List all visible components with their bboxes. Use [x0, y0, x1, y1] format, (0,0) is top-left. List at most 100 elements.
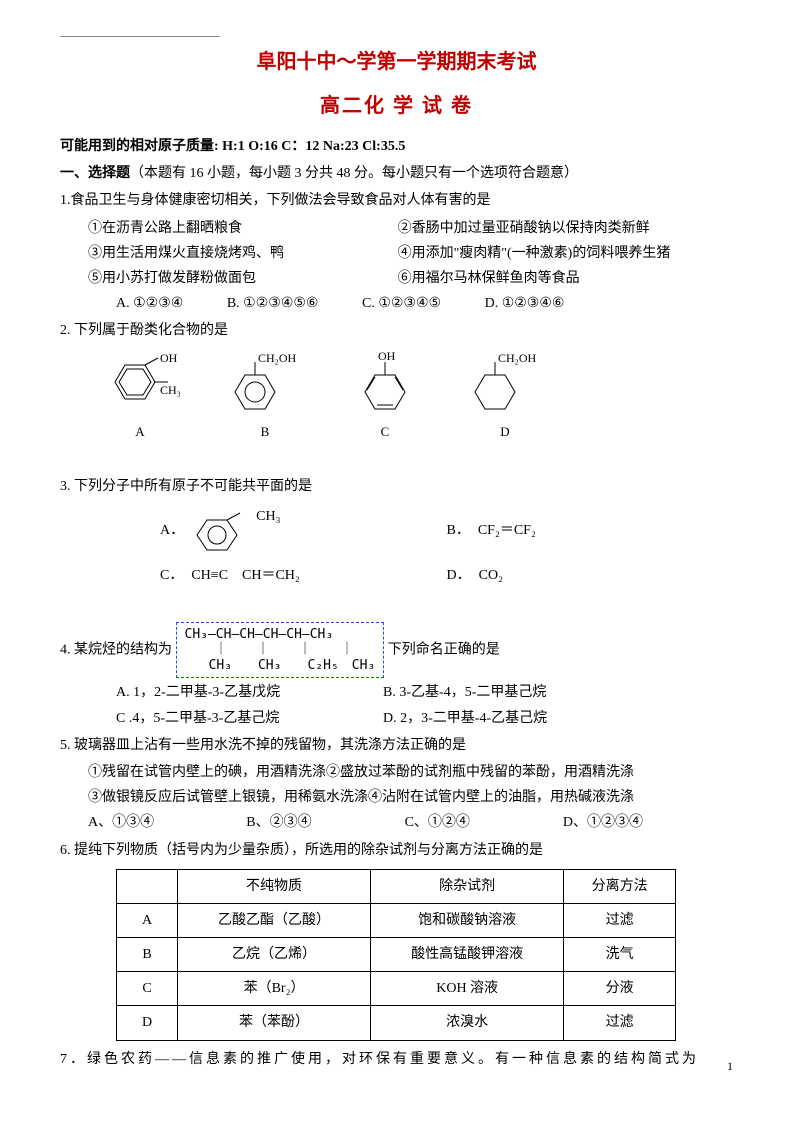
- q6-h3: 分离方法: [564, 869, 676, 903]
- q1-items: ①在沥青公路上翻晒粮食②香肠中加过量亚硝酸钠以保持肉类新鲜 ③用生活用煤火直接烧…: [60, 216, 733, 292]
- q2-figures: OH CH₃ A CH₂OH B OH C CH₂OH D: [60, 350, 733, 443]
- q4-a: A. 1，2-二甲基-3-乙基戊烷: [60, 680, 383, 705]
- q2-label-d: D: [460, 420, 550, 443]
- table-row: B 乙烷（乙烯） 酸性高锰酸钾溶液 洗气: [117, 938, 676, 972]
- table-header-row: 不纯物质 除杂试剂 分离方法: [117, 869, 676, 903]
- q6-table: 不纯物质 除杂试剂 分离方法 A 乙酸乙酯（乙酸） 饱和碳酸钠溶液 过滤 B 乙…: [116, 869, 676, 1041]
- q6-r0-k: A: [117, 903, 178, 937]
- svg-text:CH₂OH: CH₂OH: [498, 351, 537, 365]
- svg-text:OH: OH: [160, 351, 178, 365]
- q6-r2-c3: 分液: [564, 972, 676, 1006]
- svg-text:CH₂OH: CH₂OH: [258, 351, 297, 365]
- q4-d: D. 2，3-二甲基-4-乙基己烷: [383, 711, 547, 726]
- q7-stem: 7．绿色农药——信息素的推广使用，对环保有重要意义。有一种信息素的结构简式为: [60, 1047, 733, 1072]
- exam-title: 阜阳十中～学第一学期期末考试: [60, 44, 733, 80]
- q6-r1-c3: 洗气: [564, 938, 676, 972]
- q1-stem: 1.食品卫生与身体健康密切相关，下列做法会导致食品对人体有害的是: [60, 188, 733, 213]
- table-row: C 苯（Br₂） KOH 溶液 分液: [117, 972, 676, 1006]
- q5-i2: ③做银镜反应后试管壁上银镜，用稀氨水洗涤④沾附在试管内壁上的油脂，用热碱液洗涤: [60, 785, 733, 810]
- q3-a-text: CH₃: [256, 504, 280, 529]
- q1-options: A. ①②③④ B. ①②③④⑤⑥ C. ①②③④⑤ D. ①②③④⑥: [60, 291, 733, 316]
- q4-options: A. 1，2-二甲基-3-乙基戊烷B. 3-乙基-4，5-二甲基己烷 C .4，…: [60, 680, 733, 730]
- q1-d: D. ①②③④⑥: [485, 291, 565, 316]
- q3-c: C． CH≡C CH＝CH₂: [160, 563, 447, 588]
- q6-r3-c2: 浓溴水: [371, 1006, 564, 1040]
- table-row: A 乙酸乙酯（乙酸） 饱和碳酸钠溶液 过滤: [117, 903, 676, 937]
- q5-a: A、①③④: [88, 810, 243, 835]
- table-row: D 苯（苯酚） 浓溴水 过滤: [117, 1006, 676, 1040]
- q1-i5: ⑤用小苏打做发酵粉做面包: [88, 266, 398, 291]
- q6-h0: [117, 869, 178, 903]
- q2-fig-a: OH CH₃ A: [100, 350, 180, 443]
- q4-struct-top: CH₃—CH—CH—CH—CH—CH₃: [185, 627, 376, 643]
- q6-r1-c2: 酸性高锰酸钾溶液: [371, 938, 564, 972]
- q5-d: D、①②③④: [563, 810, 718, 835]
- q3-a-label: A．: [160, 518, 184, 543]
- q6-r2-c2: KOH 溶液: [371, 972, 564, 1006]
- q3-c-label: C．: [160, 563, 183, 588]
- q1-i3: ③用生活用煤火直接烧烤鸡、鸭: [88, 241, 398, 266]
- q6-h1: 不纯物质: [178, 869, 371, 903]
- q3-a: A． CH₃: [160, 505, 447, 555]
- q5-i1: ①残留在试管内壁上的碘，用酒精洗涤②盛放过苯酚的试剂瓶中残留的苯酚，用酒精洗涤: [60, 760, 733, 785]
- q4-stem: 4. 某烷烃的结构为 CH₃—CH—CH—CH—CH—CH₃ ｜ ｜ ｜ ｜ C…: [60, 622, 733, 679]
- q3-stem: 3. 下列分子中所有原子不可能共平面的是: [60, 474, 733, 499]
- atomic-values: H:1 O:16 C：12 Na:23 Cl:35.5: [222, 139, 405, 154]
- q6-r2-k: C: [117, 972, 178, 1006]
- q6-r0-c1: 乙酸乙酯（乙酸）: [178, 903, 371, 937]
- q2-label-a: A: [100, 420, 180, 443]
- section-1-rest: （本题有 16 小题，每小题 3 分共 48 分。每小题只有一个选项符合题意）: [130, 166, 578, 181]
- q3-b: B． CF₂＝CF₂: [447, 505, 734, 555]
- q3-d-label: D．: [447, 563, 471, 588]
- molecule-c-icon: OH: [350, 350, 420, 420]
- q1-i4: ④用添加"瘦肉精"(一种激素)的饲料喂养生猪: [398, 246, 671, 261]
- q6-r2-c1: 苯（Br₂）: [178, 972, 371, 1006]
- q2-fig-d: CH₂OH D: [460, 350, 550, 443]
- section-1-bold: 一、选择题: [60, 166, 130, 181]
- q5-options: A、①③④ B、②③④ C、①②④ D、①②③④: [60, 810, 733, 835]
- q2-fig-c: OH C: [350, 350, 420, 443]
- molecule-a-icon: OH CH₃: [100, 350, 180, 420]
- q2-fig-b: CH₂OH B: [220, 350, 310, 443]
- svg-text:CH₃: CH₃: [160, 383, 180, 397]
- atomic-label: 可能用到的相对原子质量:: [60, 139, 219, 154]
- q3-d-text: CO₂: [479, 563, 503, 588]
- atomic-mass-line: 可能用到的相对原子质量: H:1 O:16 C：12 Na:23 Cl:35.5: [60, 134, 733, 159]
- q6-r1-k: B: [117, 938, 178, 972]
- q4-structure-box: CH₃—CH—CH—CH—CH—CH₃ ｜ ｜ ｜ ｜ CH₃ CH₃ C₂H₅…: [176, 622, 385, 679]
- q4-struct-bot: CH₃ CH₃ C₂H₅ CH₃: [185, 658, 376, 674]
- q6-r3-k: D: [117, 1006, 178, 1040]
- q6-r1-c1: 乙烷（乙烯）: [178, 938, 371, 972]
- benzene-ch3-icon: [192, 505, 262, 555]
- q4-stem-pre: 4. 某烷烃的结构为: [60, 642, 172, 657]
- q1-i2: ②香肠中加过量亚硝酸钠以保持肉类新鲜: [398, 221, 650, 236]
- svg-text:OH: OH: [378, 350, 396, 363]
- q6-r0-c2: 饱和碳酸钠溶液: [371, 903, 564, 937]
- q5-b: B、②③④: [246, 810, 401, 835]
- header-rule: [60, 36, 220, 37]
- q2-label-b: B: [220, 420, 310, 443]
- q5-stem: 5. 玻璃器皿上沾有一些用水洗不掉的残留物，其洗涤方法正确的是: [60, 733, 733, 758]
- q4-b: B. 3-乙基-4，5-二甲基己烷: [383, 685, 546, 700]
- q4-c: C .4，5-二甲基-3-乙基己烷: [60, 706, 383, 731]
- q1-c: C. ①②③④⑤: [362, 291, 441, 316]
- molecule-d-icon: CH₂OH: [460, 350, 550, 420]
- q1-a: A. ①②③④: [116, 291, 183, 316]
- q3-options: A． CH₃ B． CF₂＝CF₂ C． CH≡C CH＝CH₂ D． CO₂: [60, 505, 733, 588]
- q5-c: C、①②④: [405, 810, 560, 835]
- molecule-b-icon: CH₂OH: [220, 350, 310, 420]
- q6-stem: 6. 提纯下列物质（括号内为少量杂质），所选用的除杂试剂与分离方法正确的是: [60, 838, 733, 863]
- q2-stem: 2. 下列属于酚类化合物的是: [60, 318, 733, 343]
- q6-r3-c3: 过滤: [564, 1006, 676, 1040]
- q2-label-c: C: [350, 420, 420, 443]
- q3-c-text: CH≡C CH＝CH₂: [191, 563, 299, 588]
- q3-b-label: B．: [447, 518, 470, 543]
- q6-h2: 除杂试剂: [371, 869, 564, 903]
- q6-r3-c1: 苯（苯酚）: [178, 1006, 371, 1040]
- q1-i6: ⑥用福尔马林保鲜鱼肉等食品: [398, 271, 580, 286]
- section-1-heading: 一、选择题（本题有 16 小题，每小题 3 分共 48 分。每小题只有一个选项符…: [60, 161, 733, 186]
- q3-d: D． CO₂: [447, 563, 734, 588]
- q3-b-text: CF₂＝CF₂: [478, 518, 536, 543]
- exam-subtitle: 高二化 学 试 卷: [60, 88, 733, 124]
- q6-r0-c3: 过滤: [564, 903, 676, 937]
